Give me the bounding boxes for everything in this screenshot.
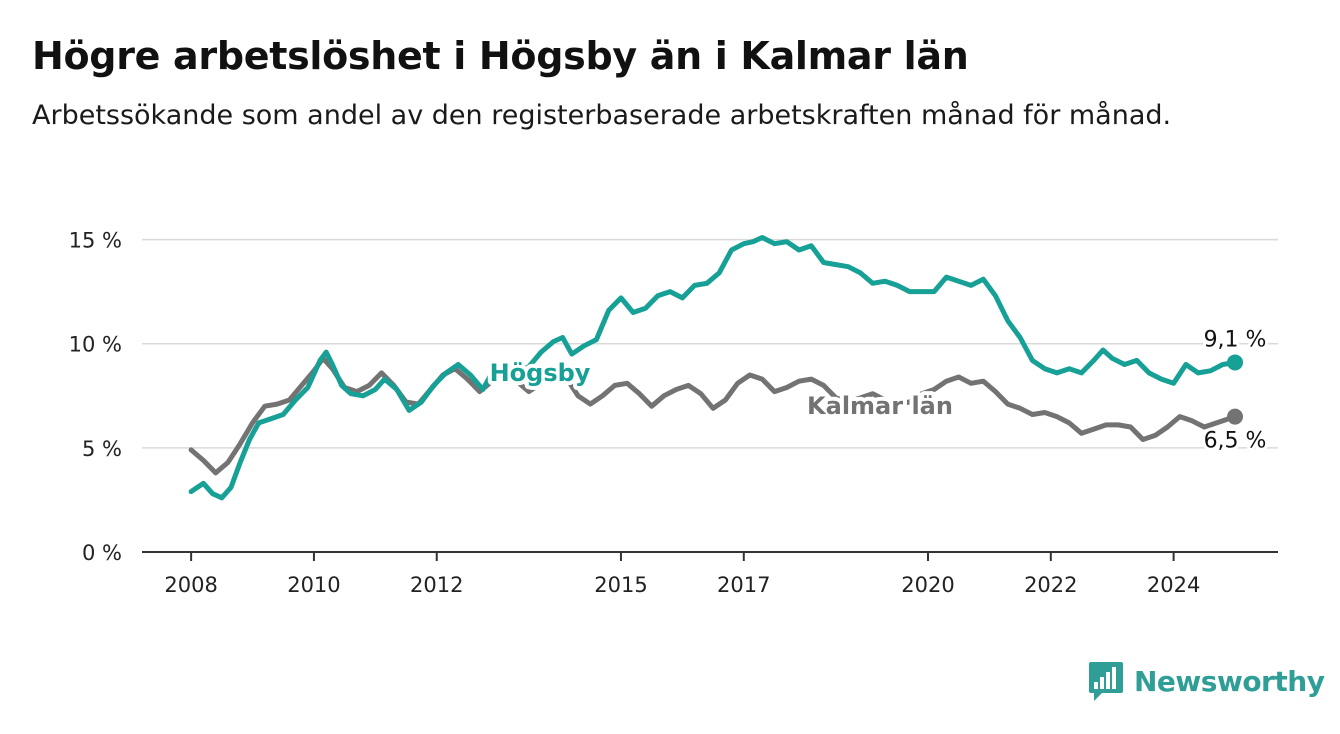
y-tick-label: 0 % [82,541,122,565]
chart-title: Högre arbetslöshet i Högsby än i Kalmar … [32,34,969,78]
y-tick-label: 10 % [69,333,122,357]
series-name-label: Kalmar län [807,392,953,420]
series-line [188,355,1238,476]
brand-name: Newsworthy [1134,664,1325,698]
x-tick-label: 2022 [1024,573,1077,597]
y-tick-label: 5 % [82,437,122,461]
x-tick-label: 2012 [410,573,463,597]
gridlines [142,238,1278,553]
x-tick-label: 2020 [901,573,954,597]
bar-chart-bubble-icon [1089,662,1123,701]
x-tick-label: 2008 [164,573,217,597]
x-axis-ticks: 2008 2010 2012 2015 2017 2020 2022 2024 [164,552,1200,597]
y-axis-ticks: 0 % 5 % 10 % 15 % [69,229,122,565]
x-tick-label: 2010 [287,573,340,597]
brand-logo[interactable]: Newsworthy [1088,660,1325,702]
series-lines [188,235,1244,501]
series-name-label: Högsby [490,359,591,387]
x-tick-label: 2015 [594,573,647,597]
end-value-halo: 9,1 % [1204,327,1267,352]
series-name-halo: Kalmar län [807,392,953,420]
series-end-dot [1227,408,1244,425]
series-name-halo: Högsby [490,359,591,387]
x-tick-label: 2017 [717,573,770,597]
x-tick-label: 2024 [1147,573,1200,597]
end-value-label: 9,1 % [1204,327,1267,352]
end-value-halo: 6,5 % [1204,429,1267,454]
series-line [188,235,1238,501]
series-end-dot [1227,354,1244,371]
y-tick-label: 15 % [69,229,122,253]
chart-subtitle: Arbetssökande som andel av den registerb… [32,100,1172,131]
end-value-label: 6,5 % [1204,429,1267,454]
